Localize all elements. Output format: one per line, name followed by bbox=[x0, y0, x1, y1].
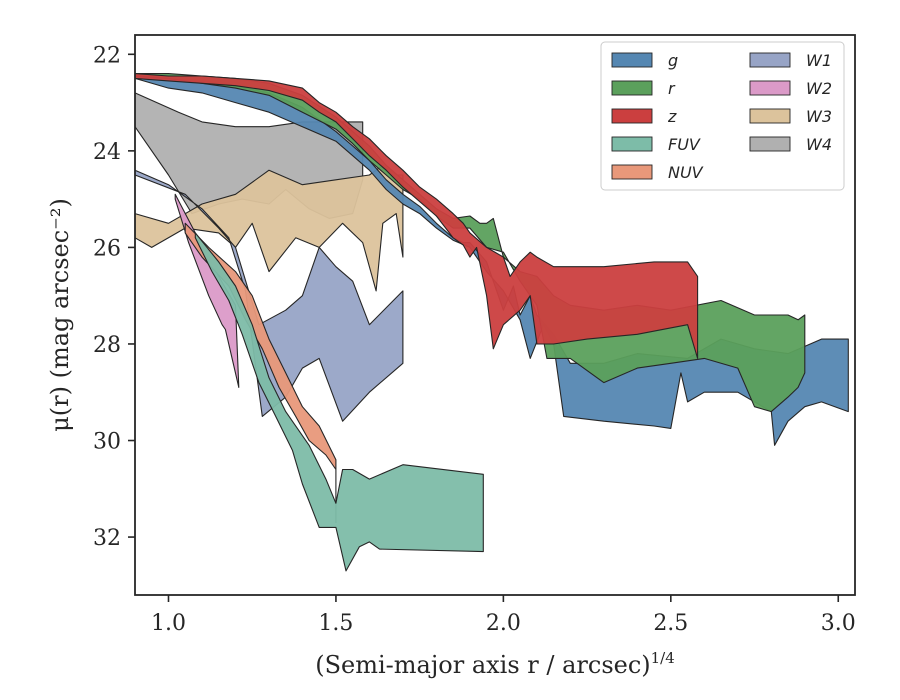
series-area-z bbox=[134, 73, 699, 359]
y-tick-label: 22 bbox=[93, 43, 121, 68]
legend-swatch-r bbox=[611, 80, 653, 96]
y-tick-label: 28 bbox=[93, 333, 121, 358]
legend-label-w4: W4 bbox=[806, 135, 832, 154]
x-tick-label: 3.0 bbox=[821, 611, 856, 636]
plot-frame bbox=[134, 34, 856, 596]
x-tick-label: 2.0 bbox=[486, 611, 521, 636]
y-tick-label: 26 bbox=[93, 236, 121, 261]
legend-label-r: r bbox=[668, 79, 676, 98]
series-areas bbox=[134, 73, 849, 572]
x-axis-label: (Semi-major axis r / arcsec)1/4 bbox=[315, 649, 675, 679]
legend-label-g: g bbox=[668, 51, 678, 70]
x-tick-label: 1.0 bbox=[151, 611, 186, 636]
legend-swatch-w2 bbox=[749, 80, 791, 96]
y-tick-label: 24 bbox=[93, 140, 121, 165]
y-axis-label: μ(r) (mag arcsec⁻²) bbox=[46, 198, 74, 432]
y-tick-label: 30 bbox=[93, 430, 121, 455]
legend-swatch-g bbox=[611, 52, 653, 68]
legend-label-z: z bbox=[667, 107, 677, 126]
x-tick-label: 2.5 bbox=[653, 611, 688, 636]
legend-swatch-w3 bbox=[749, 108, 791, 124]
legend-swatch-w1 bbox=[749, 52, 791, 68]
legend-swatch-z bbox=[611, 108, 653, 124]
legend-swatch-fuv bbox=[611, 136, 653, 152]
legend-swatch-w4 bbox=[749, 136, 791, 152]
legend-label-fuv: FUV bbox=[668, 135, 701, 154]
series-area-g bbox=[134, 75, 849, 446]
y-tick-label: 32 bbox=[93, 526, 121, 551]
x-axis: 1.0 1.5 2.0 2.5 3.0 bbox=[151, 595, 856, 636]
series-area-fuv bbox=[194, 232, 484, 572]
legend-label-w1: W1 bbox=[806, 51, 832, 70]
legend-box bbox=[600, 41, 845, 191]
legend-label-nuv: NUV bbox=[668, 163, 704, 182]
series-area-w3 bbox=[134, 164, 404, 292]
legend-swatch-nuv bbox=[611, 164, 653, 180]
x-tick-label: 1.5 bbox=[318, 611, 353, 636]
y-axis: 22 24 26 28 30 32 bbox=[93, 43, 135, 551]
legend: grz FUV NUV W1 W2 W3 W4 bbox=[600, 41, 845, 191]
legend-label-w2: W2 bbox=[806, 79, 832, 98]
legend-label-w3: W3 bbox=[806, 107, 832, 126]
